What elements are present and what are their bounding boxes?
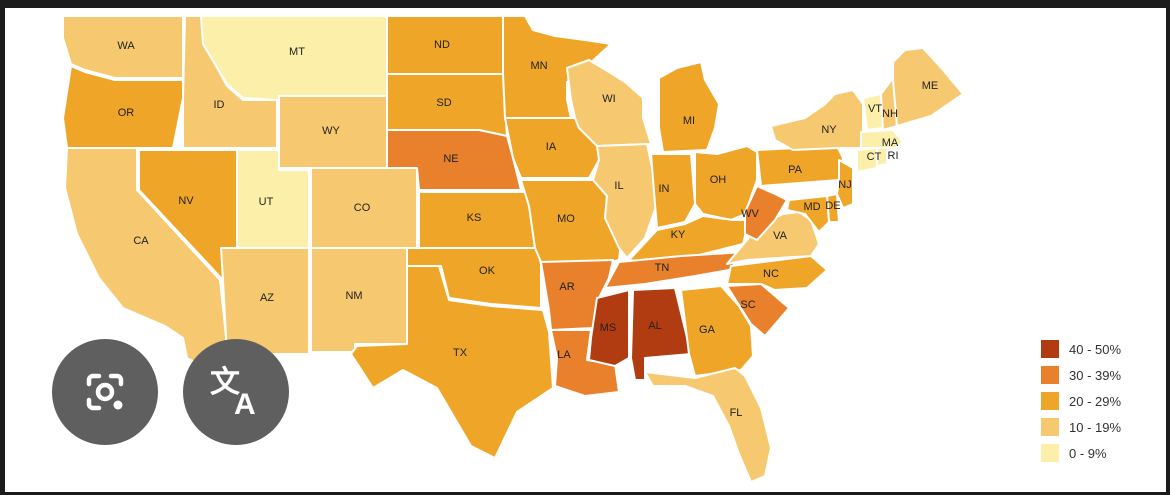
translate-icon: 文 A <box>210 365 256 421</box>
state-wi[interactable] <box>566 59 652 147</box>
svg-text:文: 文 <box>210 365 240 399</box>
legend-label: 10 - 19% <box>1069 419 1122 435</box>
map-frame: WA OR CA ID NV MT WY UT CO AZ NM ND SD NE KS OK TX MN IA MO… <box>5 8 1166 492</box>
legend-swatch <box>1041 366 1059 384</box>
edge-fragment <box>1164 300 1170 330</box>
state-wv[interactable] <box>744 185 788 241</box>
state-ri[interactable] <box>876 147 888 167</box>
state-co[interactable] <box>310 167 418 249</box>
state-la[interactable] <box>550 329 620 397</box>
state-md[interactable] <box>786 195 830 233</box>
state-nd[interactable] <box>386 15 504 75</box>
state-ca[interactable] <box>64 147 228 367</box>
legend-swatch <box>1041 392 1059 410</box>
state-fl[interactable] <box>644 367 772 483</box>
state-al[interactable] <box>630 287 692 381</box>
legend-label: 30 - 39% <box>1069 367 1122 383</box>
legend-swatch <box>1041 418 1059 436</box>
svg-text:A: A <box>234 388 256 421</box>
state-nm[interactable] <box>310 247 408 353</box>
lens-search-button[interactable] <box>52 339 158 445</box>
state-ms[interactable] <box>588 289 630 367</box>
legend-label: 40 - 50% <box>1069 341 1122 357</box>
legend-row: 10 - 19% <box>1041 414 1121 440</box>
state-me[interactable] <box>892 47 964 127</box>
translate-button[interactable]: 文 A <box>183 339 289 445</box>
state-ks[interactable] <box>418 191 536 249</box>
state-ma[interactable] <box>860 129 904 149</box>
legend-row: 20 - 29% <box>1041 388 1121 414</box>
state-ct[interactable] <box>856 147 878 173</box>
state-pa[interactable] <box>756 145 844 187</box>
state-in[interactable] <box>650 153 696 229</box>
legend-row: 30 - 39% <box>1041 362 1121 388</box>
legend-row: 40 - 50% <box>1041 336 1121 362</box>
state-wa[interactable] <box>62 15 184 79</box>
state-mi[interactable] <box>658 61 720 153</box>
camera-lens-icon <box>86 373 124 411</box>
state-sd[interactable] <box>386 73 508 137</box>
legend-swatch <box>1041 444 1059 462</box>
state-nc[interactable] <box>726 255 828 291</box>
legend-row: 0 - 9% <box>1041 440 1121 466</box>
state-ne[interactable] <box>386 129 522 191</box>
state-ny[interactable] <box>770 89 864 151</box>
state-tn[interactable] <box>604 251 746 289</box>
legend-label: 0 - 9% <box>1069 445 1107 461</box>
state-label-ri: RI <box>888 150 899 162</box>
state-vt[interactable] <box>862 93 884 131</box>
state-tx[interactable] <box>350 265 554 459</box>
state-ga[interactable] <box>680 285 754 377</box>
legend-swatch <box>1041 340 1059 358</box>
legend-label: 20 - 29% <box>1069 393 1122 409</box>
map-legend: 40 - 50% 30 - 39% 20 - 29% 10 - 19% 0 - … <box>1041 336 1121 466</box>
state-nj[interactable] <box>836 159 854 209</box>
state-wy[interactable] <box>278 95 388 169</box>
